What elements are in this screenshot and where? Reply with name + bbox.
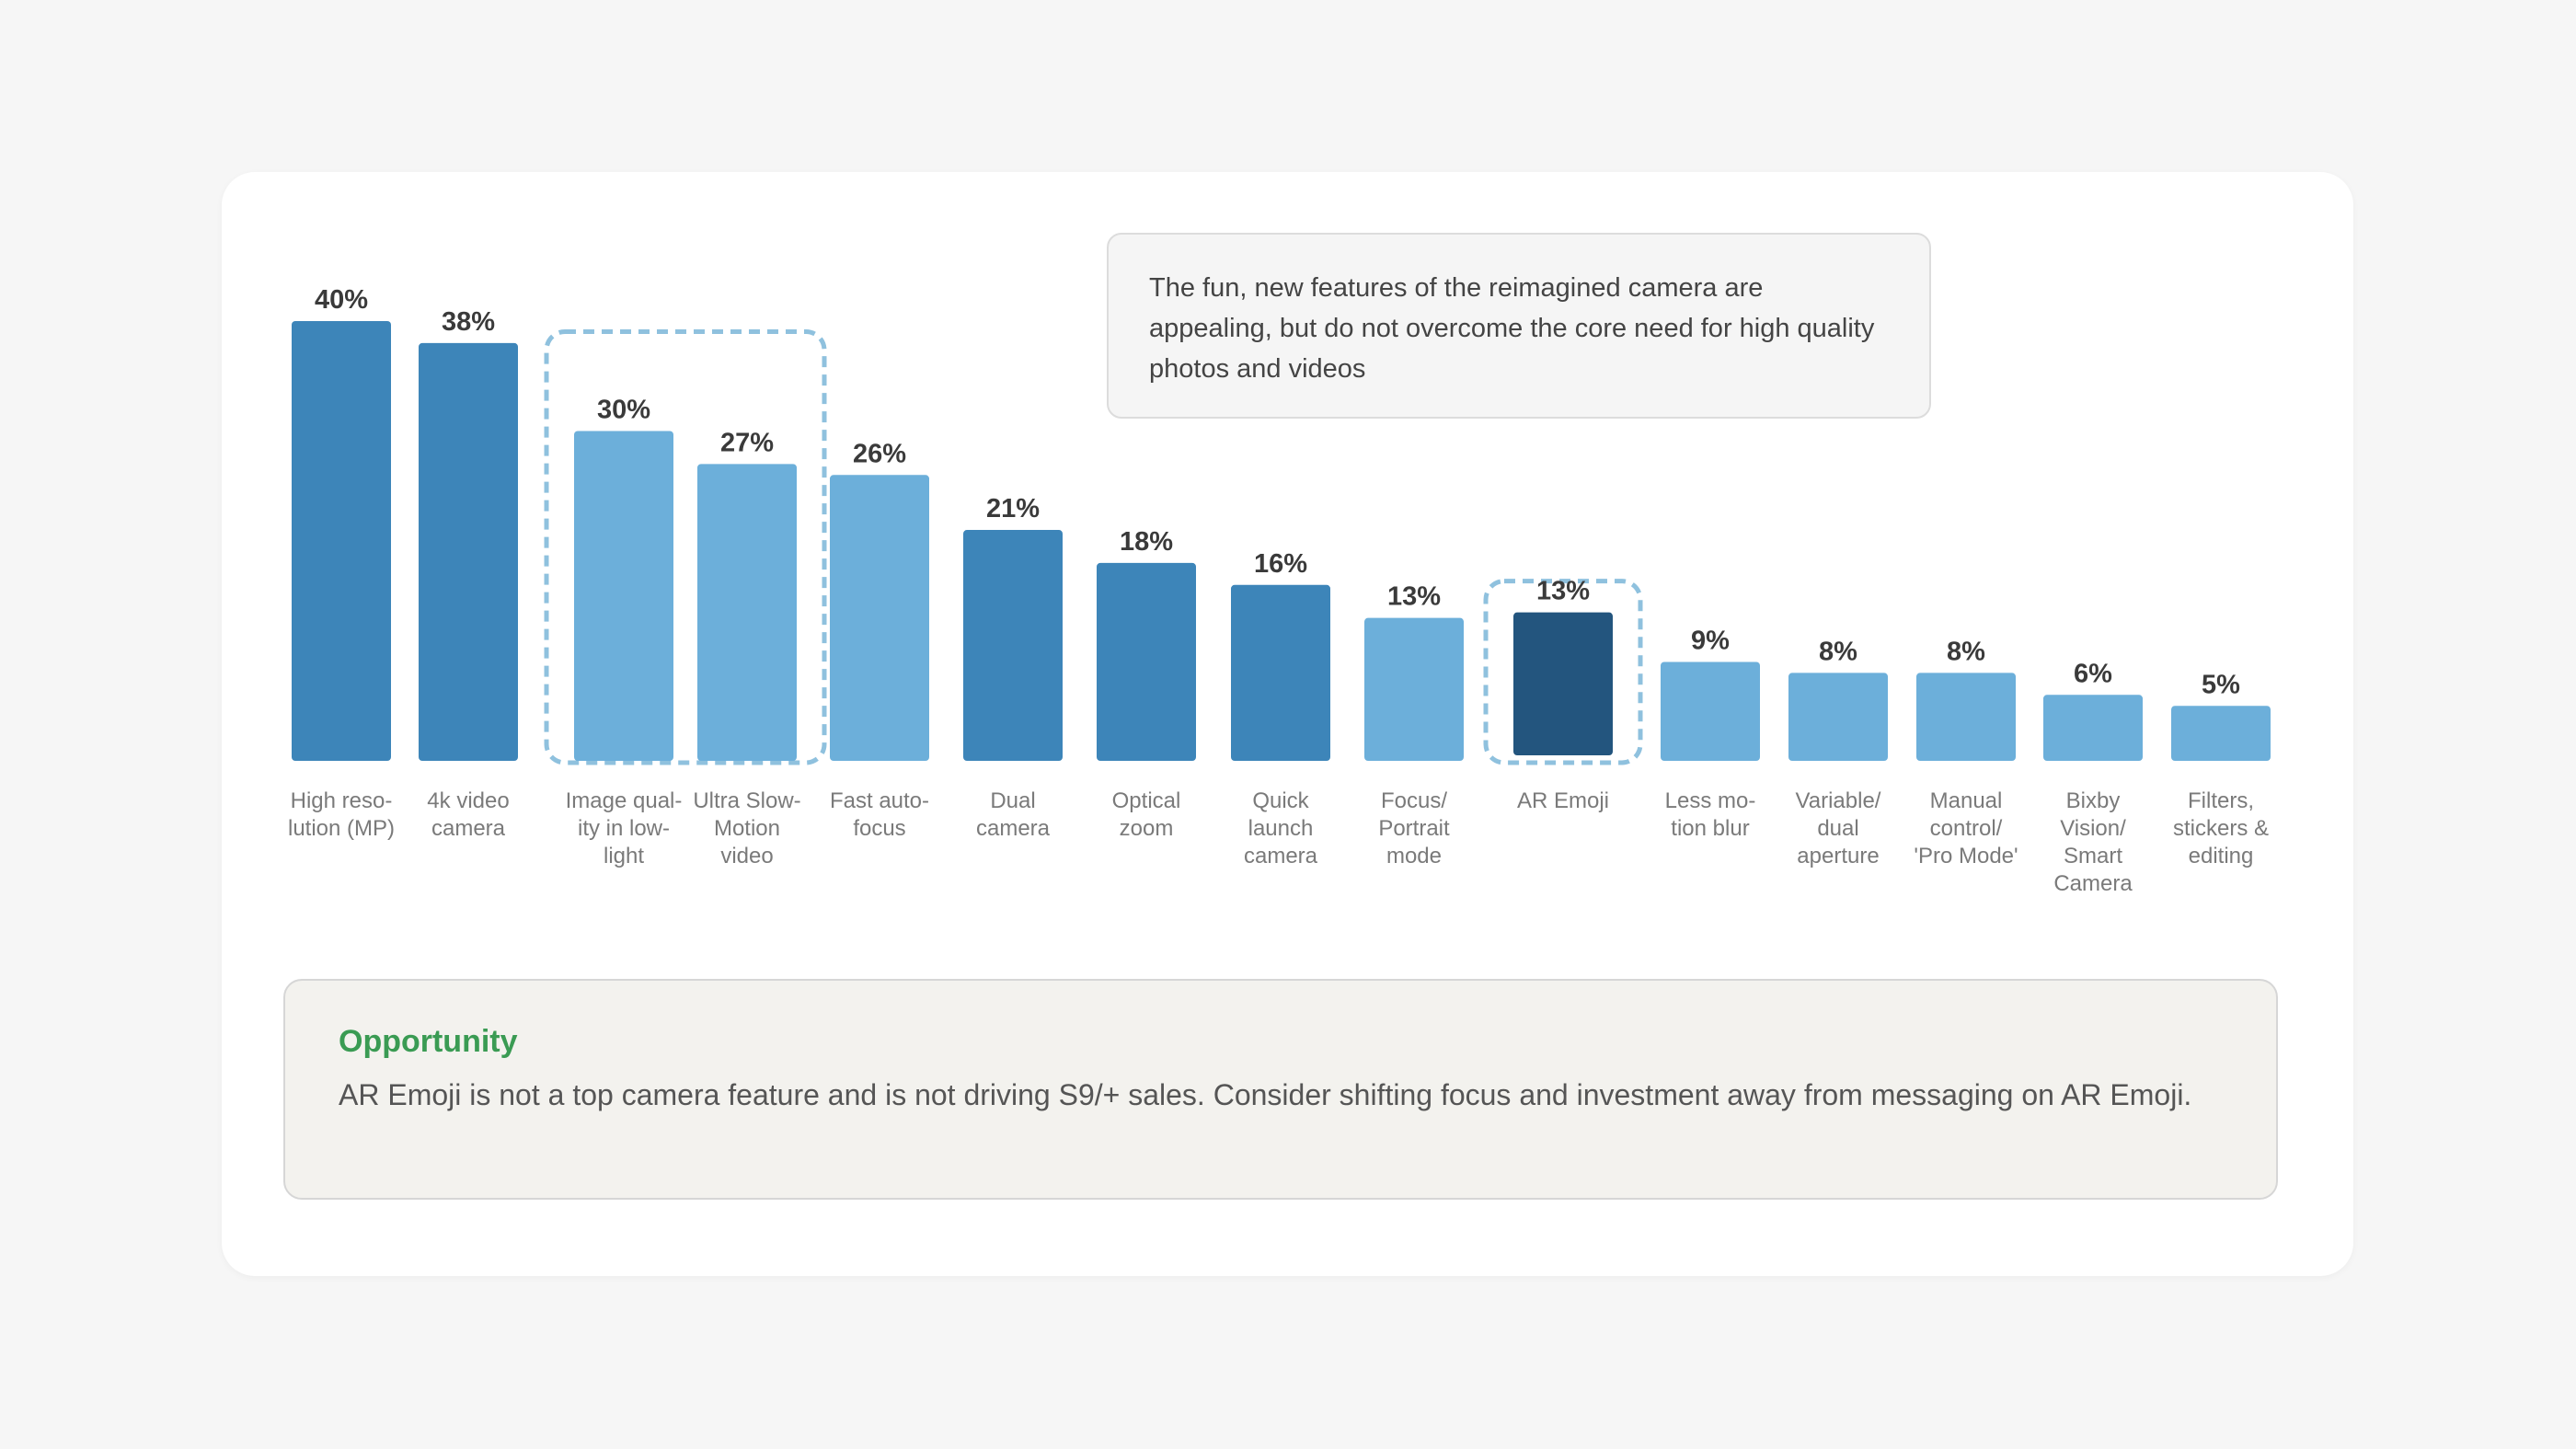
value-label: 40% <box>315 285 368 315</box>
opportunity-box: Opportunity AR Emoji is not a top camera… <box>283 979 2278 1200</box>
category-label: AR Emoji <box>1517 788 1609 813</box>
bar <box>830 475 929 761</box>
bar <box>292 321 391 761</box>
value-label: 13% <box>1536 577 1590 606</box>
opportunity-title: Opportunity <box>339 1024 518 1059</box>
category-label: Ultra Slow-Motion video <box>693 788 800 868</box>
bar <box>1097 562 1196 761</box>
category-label: Dual camera <box>976 788 1051 841</box>
value-label: 5% <box>2202 670 2240 699</box>
value-label: 21% <box>986 494 1040 523</box>
bar <box>1513 612 1613 755</box>
value-label: 26% <box>853 439 906 468</box>
bar <box>419 342 518 761</box>
category-label: Bixby Vision/Smart Camera <box>2053 788 2133 896</box>
bar-chart: 40% High reso-lution (MP) 38% 4k video camer… <box>288 285 2271 896</box>
category-label: Optical zoom <box>1112 788 1181 841</box>
highlight-box <box>544 329 827 765</box>
category-label: 4k video camera <box>427 788 509 841</box>
bar <box>1788 673 1888 761</box>
opportunity-text: AR Emoji is not a top camera feature and… <box>339 1078 2192 1111</box>
category-label: Focus/Portrait mode <box>1378 788 1450 868</box>
value-label: 13% <box>1387 582 1441 612</box>
category-label: Quick launch camera <box>1244 788 1318 868</box>
value-label: 16% <box>1254 549 1307 579</box>
value-label: 8% <box>1819 637 1857 666</box>
value-label: 6% <box>2074 659 2112 688</box>
bar <box>1364 617 1464 761</box>
value-label: 9% <box>1691 626 1730 655</box>
bar <box>1661 661 1760 761</box>
bar <box>2043 695 2143 761</box>
bar <box>1916 673 2016 761</box>
value-label: 27% <box>720 428 774 457</box>
bar <box>963 530 1063 761</box>
value-label: 8% <box>1947 637 1985 666</box>
category-label: Manual control/'Pro Mode' <box>1914 788 2018 868</box>
value-label: 38% <box>442 307 495 337</box>
category-label: Image qual-ity in low-light <box>566 788 683 868</box>
value-label: 18% <box>1120 527 1173 557</box>
category-label: Fast auto-focus <box>830 788 929 841</box>
bar <box>697 464 797 761</box>
bar <box>574 431 673 761</box>
bar <box>2171 706 2271 761</box>
category-label: Less mo-tion blur <box>1665 788 1756 841</box>
chart-card: 40% High reso-lution (MP) 38% 4k video camer… <box>222 172 2353 1276</box>
callout-text: The fun, new features of the reimagined … <box>1149 273 1875 384</box>
value-label: 30% <box>597 396 650 425</box>
bar <box>1231 584 1330 761</box>
category-label: High reso-lution (MP) <box>288 788 395 841</box>
insight-callout: The fun, new features of the reimagined … <box>1107 233 1931 419</box>
category-label: Filters, stickers & editing <box>2173 788 2269 868</box>
highlight-box <box>1483 579 1643 765</box>
category-label: Variable/dual aperture <box>1796 788 1881 868</box>
